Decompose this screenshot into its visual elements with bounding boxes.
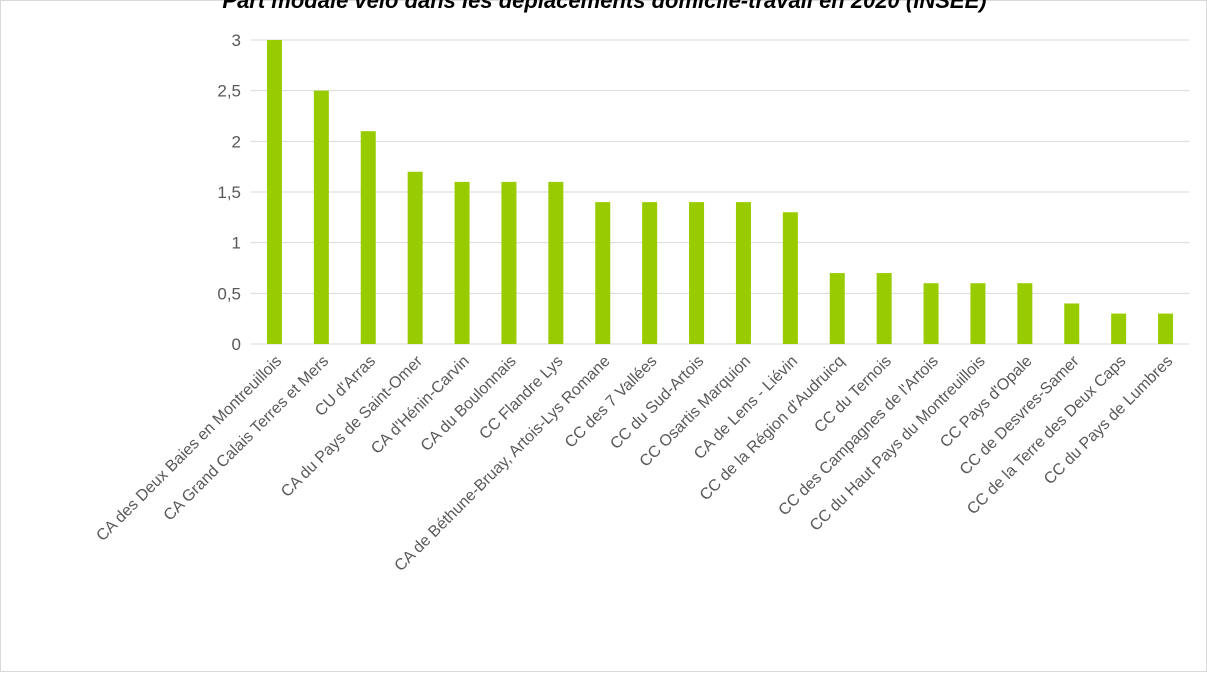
bar-series	[266, 40, 1174, 345]
bar	[313, 90, 329, 345]
y-tick-label: 0,5	[217, 284, 241, 303]
y-tick-label: 2	[232, 132, 241, 151]
y-axis-tick-labels: 0 0,5 1 1,5 2 2,5 3	[217, 31, 241, 354]
y-tick-label: 0	[232, 335, 241, 354]
bar	[735, 202, 751, 344]
chart-title: Part modale vélo dans les déplacements d…	[222, 0, 987, 13]
gridlines	[251, 39, 1189, 345]
y-tick-label: 3	[232, 31, 241, 50]
x-category-label: CC Flandre Lys	[476, 353, 566, 443]
x-category-label: CA des Deux Baies en Montreuillois	[93, 353, 285, 545]
bar	[689, 202, 705, 344]
bar	[1064, 303, 1080, 344]
bar	[923, 283, 939, 344]
bar	[829, 273, 845, 344]
bar	[876, 273, 892, 344]
bar	[407, 171, 423, 344]
x-category-label: CA de Béthune-Bruay, Artois-Lys Romane	[392, 353, 614, 575]
y-tick-label: 1,5	[217, 183, 241, 202]
bar	[970, 283, 986, 344]
bar	[595, 202, 611, 344]
bar	[501, 181, 517, 344]
bar	[266, 40, 282, 344]
bar	[1111, 313, 1127, 344]
bar	[360, 131, 376, 344]
x-category-label: CC du Haut Pays du Montreuillois	[807, 353, 989, 535]
bar	[1158, 313, 1174, 344]
bar	[1017, 283, 1033, 344]
bar	[782, 212, 798, 344]
bar	[642, 202, 658, 344]
bar	[548, 181, 564, 344]
y-tick-label: 2,5	[217, 82, 241, 101]
y-tick-label: 1	[232, 234, 241, 253]
bar	[454, 181, 470, 344]
